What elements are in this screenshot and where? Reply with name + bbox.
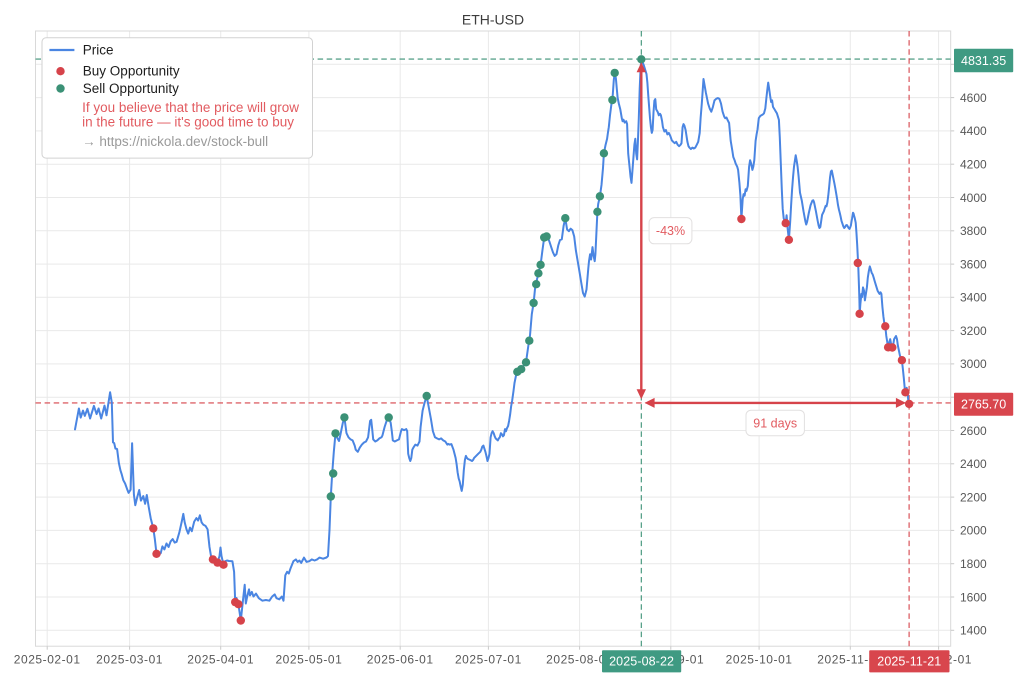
svg-text:2200: 2200 bbox=[960, 490, 987, 504]
svg-text:2025-07-01: 2025-07-01 bbox=[455, 653, 522, 667]
svg-text:2025-10-01: 2025-10-01 bbox=[726, 653, 793, 667]
svg-text:Price: Price bbox=[83, 42, 114, 57]
svg-text:2400: 2400 bbox=[960, 457, 987, 471]
svg-text:2025-11-01: 2025-11-01 bbox=[817, 653, 883, 667]
svg-text:3200: 3200 bbox=[960, 324, 987, 338]
svg-text:2025-05-01: 2025-05-01 bbox=[275, 653, 342, 667]
svg-text:2025-03-01: 2025-03-01 bbox=[96, 653, 163, 667]
svg-text:2025-11-21: 2025-11-21 bbox=[877, 655, 941, 669]
svg-text:2600: 2600 bbox=[960, 424, 987, 438]
svg-text:91 days: 91 days bbox=[753, 416, 797, 430]
svg-text:2000: 2000 bbox=[960, 524, 987, 538]
svg-text:1800: 1800 bbox=[960, 557, 987, 571]
svg-text:2025-08-01: 2025-08-01 bbox=[546, 653, 613, 667]
svg-text:Buy Opportunity: Buy Opportunity bbox=[83, 64, 180, 79]
svg-text:→ https://nickola.dev/stock-bu: → https://nickola.dev/stock-bull bbox=[82, 134, 268, 149]
svg-text:in the future — it's good time: in the future — it's good time to buy bbox=[82, 115, 294, 130]
svg-text:4200: 4200 bbox=[960, 158, 987, 172]
svg-text:3800: 3800 bbox=[960, 224, 987, 238]
svg-text:3600: 3600 bbox=[960, 257, 987, 271]
svg-text:-43%: -43% bbox=[656, 224, 685, 238]
svg-text:Sell Opportunity: Sell Opportunity bbox=[83, 81, 179, 96]
svg-text:2025-02-01: 2025-02-01 bbox=[14, 653, 81, 667]
svg-text:2025-08-22: 2025-08-22 bbox=[609, 655, 674, 669]
svg-text:3400: 3400 bbox=[960, 291, 987, 305]
svg-text:2765.70: 2765.70 bbox=[961, 398, 1006, 412]
svg-text:1600: 1600 bbox=[960, 590, 987, 604]
svg-text:ETH-USD: ETH-USD bbox=[462, 11, 524, 27]
svg-text:1400: 1400 bbox=[960, 624, 987, 638]
svg-text:If you believe that the price: If you believe that the price will grow bbox=[82, 100, 299, 115]
svg-text:4000: 4000 bbox=[960, 191, 987, 205]
svg-text:4831.35: 4831.35 bbox=[961, 54, 1006, 68]
svg-text:2025-04-01: 2025-04-01 bbox=[187, 653, 254, 667]
svg-text:3000: 3000 bbox=[960, 357, 987, 371]
svg-text:4400: 4400 bbox=[960, 124, 987, 138]
svg-text:4600: 4600 bbox=[960, 91, 987, 105]
svg-text:2025-06-01: 2025-06-01 bbox=[367, 653, 434, 667]
